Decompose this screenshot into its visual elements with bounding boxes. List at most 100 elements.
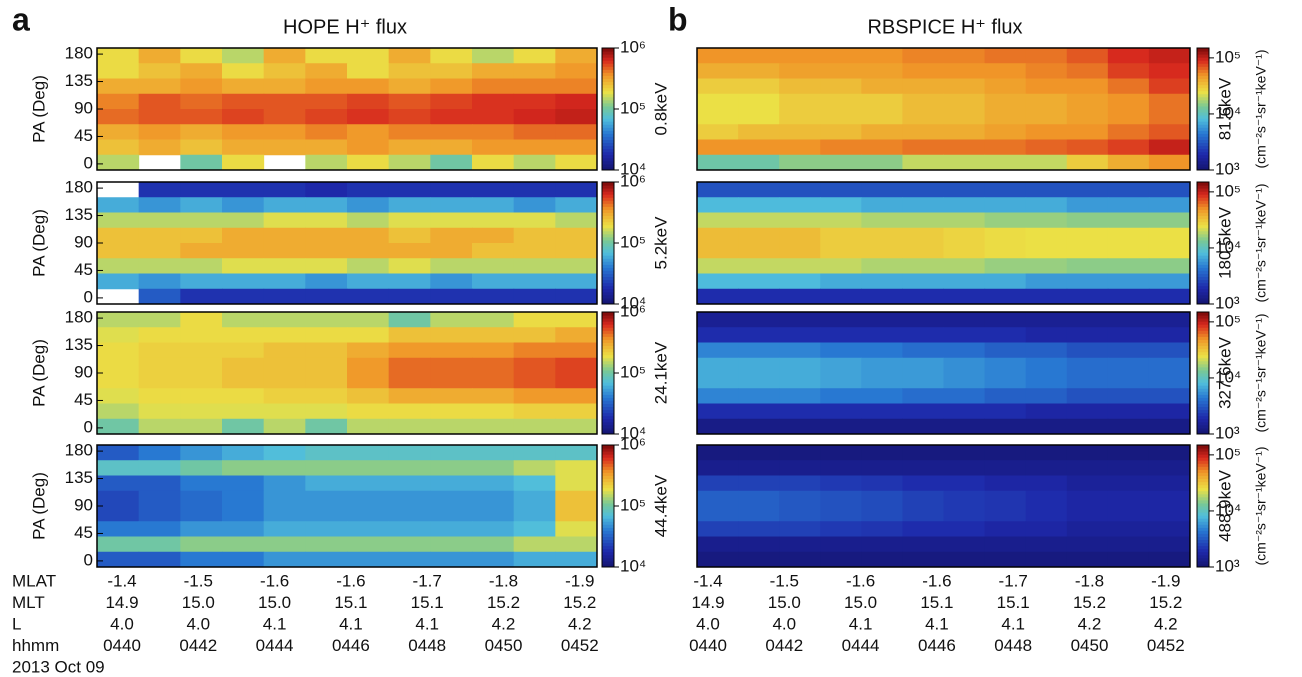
heatmap-cell (1025, 521, 1068, 537)
heatmap-cell (180, 154, 223, 171)
colorbar-segment (1197, 481, 1209, 486)
heatmap-cell (861, 312, 903, 328)
heatmap-cell (1066, 327, 1109, 343)
heatmap-cell (820, 460, 862, 476)
heatmap-cell (430, 490, 473, 507)
heatmap-cell (1148, 418, 1191, 435)
colorbar-tick-label: 10⁵ (620, 495, 646, 514)
colorbar-tick-label: 10⁵ (620, 232, 646, 251)
heatmap-cell (902, 418, 944, 435)
heatmap-cell (138, 139, 181, 156)
heatmap-cell (555, 536, 598, 553)
heatmap-cell (779, 78, 821, 95)
heatmap-cell (430, 124, 473, 140)
heatmap-cell (472, 182, 515, 198)
colorbar-segment (602, 345, 614, 350)
colorbar-segment (602, 221, 614, 226)
heatmap-cell (513, 154, 556, 171)
heatmap-cell (305, 445, 348, 461)
heatmap-cell (1148, 490, 1191, 507)
heatmap-cell (513, 227, 556, 244)
heatmap-cell (738, 197, 780, 213)
heatmap-cell (697, 227, 739, 244)
heatmap-cell (1066, 197, 1109, 213)
colorbar-segment (1197, 294, 1209, 299)
heatmap-cell (1107, 460, 1150, 476)
colorbar-segment (602, 66, 614, 70)
heatmap-cell (347, 521, 390, 537)
colorbar-segment (1197, 118, 1209, 122)
heatmap-cell (1025, 373, 1068, 389)
heatmap-cell (513, 536, 556, 553)
y-tick-label: 45 (74, 126, 93, 145)
heatmap-cell (943, 48, 986, 64)
heatmap-cell (738, 212, 780, 229)
heatmap-cell (820, 78, 862, 95)
heatmap-cell (697, 506, 739, 522)
heatmap-cell (472, 521, 515, 537)
heatmap-cell (820, 521, 862, 537)
heatmap-cell (902, 388, 944, 404)
heatmap-cell (779, 139, 821, 156)
colorbar-segment (602, 267, 614, 271)
colorbar-tick-label: 10⁴ (620, 556, 646, 575)
colorbar-segment (1197, 493, 1209, 498)
heatmap-cell (1107, 139, 1150, 156)
heatmap-cell (902, 258, 944, 274)
colorbar-tick-label: 10⁶ (620, 171, 646, 190)
heatmap-cell (472, 48, 515, 64)
ephemeris-value: 4.1 (1001, 614, 1025, 633)
heatmap-cell (861, 212, 903, 229)
colorbar-segment (602, 363, 614, 368)
heatmap-cell (305, 182, 348, 198)
heatmap-cell (138, 258, 181, 274)
colorbar-segment (602, 339, 614, 343)
colorbar-segment (1197, 60, 1209, 64)
heatmap-cell (697, 536, 739, 553)
heatmap-cell (388, 124, 431, 140)
heatmap-cell (138, 475, 181, 492)
heatmap-cell (180, 490, 223, 507)
heatmap-cell (97, 506, 140, 522)
colorbar-segment (602, 536, 614, 541)
heatmap-cell (388, 506, 431, 522)
colorbar-segment (602, 318, 614, 322)
colorbar-segment (1197, 291, 1209, 296)
heatmap-cell (1066, 475, 1109, 492)
heatmap-cell (513, 357, 556, 374)
heatmap-cell (347, 418, 390, 435)
heatmap-cell (1107, 357, 1150, 374)
heatmap-cell (861, 243, 903, 259)
heatmap-cell (555, 154, 598, 171)
heatmap-cell (861, 48, 903, 64)
heatmap-cell (513, 403, 556, 420)
colorbar-frame (1196, 181, 1210, 305)
colorbar-segment (1197, 515, 1209, 519)
heatmap-cell (263, 258, 306, 274)
heatmap-cell (779, 109, 821, 125)
heatmap-cell (1107, 312, 1150, 328)
heatmap-cell (1066, 154, 1109, 171)
heatmap-cell (902, 288, 944, 305)
heatmap-cell (472, 124, 515, 140)
heatmap-cell (820, 243, 862, 259)
heatmap-cell (222, 342, 265, 359)
heatmap-cell (984, 312, 1027, 328)
heatmap-cell (180, 273, 223, 290)
ephemeris-label: MLAT (12, 571, 56, 590)
heatmap-cell (222, 418, 265, 435)
chart-title: RBSPICE H⁺ flux (867, 16, 1022, 38)
colorbar-segment (602, 493, 614, 498)
heatmap-cell (305, 418, 348, 435)
ephemeris-value: 0440 (103, 636, 141, 655)
heatmap-cell (1025, 197, 1068, 213)
heatmap-cell (738, 243, 780, 259)
heatmap-cell (1066, 536, 1109, 553)
heatmap-cell (1066, 490, 1109, 507)
colorbar-segment (602, 212, 614, 217)
colorbar-segment (1197, 285, 1209, 290)
colorbar-segment (1197, 315, 1209, 319)
heatmap-cell (1148, 182, 1191, 198)
heatmap-cell (513, 327, 556, 343)
colorbar-segment (1197, 536, 1209, 541)
